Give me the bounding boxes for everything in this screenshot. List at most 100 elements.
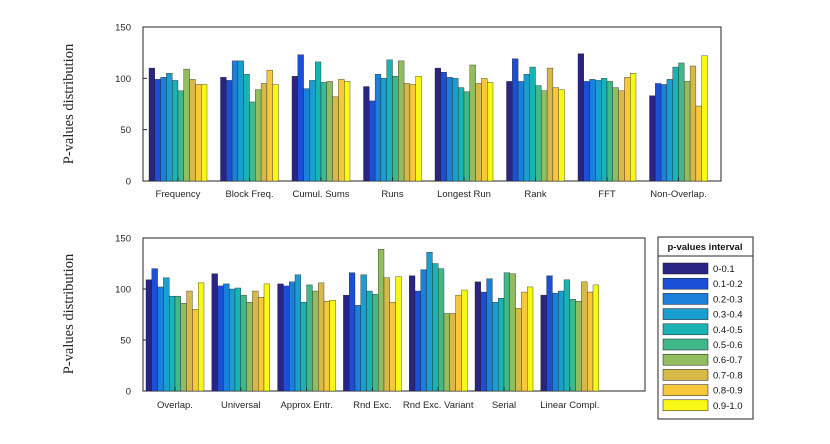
- bar-top-2-4: [315, 61, 322, 182]
- bar-top-0-3: [166, 73, 173, 182]
- bar-bottom-5-3: [492, 302, 499, 392]
- bar-top-4-3: [452, 78, 459, 182]
- bar-top-7-5: [678, 62, 685, 182]
- bar-top-5-8: [552, 87, 559, 182]
- bar-top-4-7: [475, 83, 482, 182]
- bar-bottom-6-1: [546, 275, 553, 392]
- legend-swatch: [662, 293, 709, 305]
- bar-top-6-5: [606, 81, 613, 182]
- bar-top-3-9: [415, 76, 422, 182]
- bar-bottom-3-6: [378, 249, 385, 392]
- bar-top-4-9: [487, 82, 494, 182]
- bar-top-6-2: [589, 79, 596, 182]
- bar-top-0-7: [189, 79, 196, 182]
- bar-bottom-3-4: [366, 290, 373, 392]
- bar-bottom-0-3: [163, 277, 170, 392]
- legend-swatch: [662, 384, 709, 396]
- bar-top-4-0: [434, 67, 441, 182]
- bar-bottom-0-8: [192, 309, 199, 392]
- legend-item-label: 0.2-0.3: [713, 294, 743, 305]
- bar-top-6-3: [595, 80, 602, 182]
- legend-swatch: [662, 277, 709, 290]
- top-x-tick-label: Longest Run: [437, 189, 491, 200]
- bar-bottom-3-3: [360, 274, 367, 392]
- bar-bottom-0-0: [145, 279, 152, 392]
- bar-top-6-1: [583, 81, 590, 182]
- bottom-x-tick-label: Rnd Exc.: [353, 400, 392, 411]
- bar-bottom-2-5: [306, 284, 313, 392]
- bar-bottom-1-3: [229, 288, 236, 392]
- bar-top-2-1: [297, 54, 304, 182]
- bottom-x-tick-label: Approx Entr.: [280, 400, 332, 411]
- bottom-x-tick-label: Serial: [492, 400, 516, 411]
- bar-bottom-5-2: [486, 278, 493, 392]
- legend-item-label: 0.7-0.8: [713, 370, 743, 381]
- bar-bottom-0-4: [169, 295, 176, 392]
- bar-top-2-9: [344, 81, 351, 182]
- bar-top-0-5: [177, 90, 184, 182]
- bar-top-0-9: [201, 84, 208, 182]
- legend-swatch: [662, 369, 709, 381]
- bar-bottom-2-4: [300, 302, 307, 392]
- bar-bottom-2-3: [294, 274, 301, 392]
- bar-top-7-2: [660, 84, 668, 182]
- legend-item-label: 0.5-0.6: [713, 340, 743, 351]
- bar-bottom-6-3: [558, 290, 565, 392]
- bar-top-6-4: [601, 78, 608, 182]
- bar-top-5-2: [517, 81, 525, 182]
- bar-top-3-1: [369, 100, 376, 182]
- bar-top-7-0: [649, 95, 656, 182]
- bar-bottom-3-5: [372, 293, 379, 392]
- bar-bottom-1-4: [234, 287, 241, 392]
- bar-top-4-6: [469, 64, 476, 182]
- legend-item-label: 0-0.1: [713, 264, 735, 275]
- bar-bottom-1-9: [263, 283, 270, 392]
- bottom-x-tick-label: Linear Compl.: [540, 400, 599, 411]
- bar-top-3-8: [409, 84, 416, 182]
- bar-top-1-4: [243, 74, 250, 182]
- bar-bottom-1-6: [246, 302, 253, 392]
- bar-top-7-7: [689, 65, 697, 182]
- top-y-tick-label: 100: [115, 74, 131, 85]
- bar-top-1-6: [255, 89, 262, 182]
- bar-top-5-5: [535, 85, 542, 182]
- bar-bottom-4-8: [455, 294, 462, 392]
- bar-bottom-6-6: [575, 301, 582, 392]
- bar-top-1-5: [249, 101, 256, 182]
- bar-bottom-0-9: [198, 282, 205, 392]
- bar-top-5-4: [529, 66, 536, 182]
- bar-top-2-7: [332, 96, 339, 182]
- bar-top-3-3: [380, 78, 387, 182]
- bar-top-4-4: [458, 87, 465, 182]
- legend: p-values interval 0-0.1 0.1-0.2 0.2-0.3 0.3…: [657, 236, 754, 420]
- top-x-tick-label: Runs: [381, 189, 403, 200]
- legend-swatch: [662, 262, 709, 275]
- bar-top-1-0: [220, 77, 227, 182]
- legend-item-label: 0.6-0.7: [713, 355, 743, 366]
- bar-top-0-8: [195, 84, 202, 182]
- bar-bottom-5-1: [480, 291, 487, 392]
- bar-top-6-6: [612, 87, 619, 182]
- bar-bottom-1-5: [240, 294, 247, 392]
- bar-bottom-1-8: [258, 296, 265, 392]
- bar-bottom-6-4: [563, 279, 570, 392]
- bar-bottom-0-6: [180, 303, 187, 392]
- bar-bottom-0-7: [186, 290, 193, 392]
- bottom-chart-panel: 0 50 100 150 Overlap. Universal Approx Entr. R…: [61, 234, 646, 411]
- top-x-tick-label: Non-Overlap.: [650, 189, 707, 200]
- bar-top-0-6: [183, 68, 190, 182]
- bar-top-3-0: [363, 86, 370, 182]
- bar-top-7-9: [701, 55, 708, 182]
- bar-bottom-3-2: [354, 305, 361, 392]
- bar-bottom-4-7: [449, 313, 456, 392]
- legend-swatch: [662, 353, 709, 366]
- bar-top-5-3: [523, 74, 530, 182]
- bar-bottom-5-4: [498, 298, 505, 392]
- bar-top-7-6: [684, 81, 691, 182]
- bar-top-4-1: [440, 71, 447, 182]
- bar-bottom-5-8: [521, 291, 528, 392]
- bar-top-3-4: [386, 59, 393, 182]
- bar-top-6-7: [618, 90, 625, 182]
- bar-bottom-6-2: [552, 292, 559, 392]
- bar-bottom-4-0: [409, 275, 416, 392]
